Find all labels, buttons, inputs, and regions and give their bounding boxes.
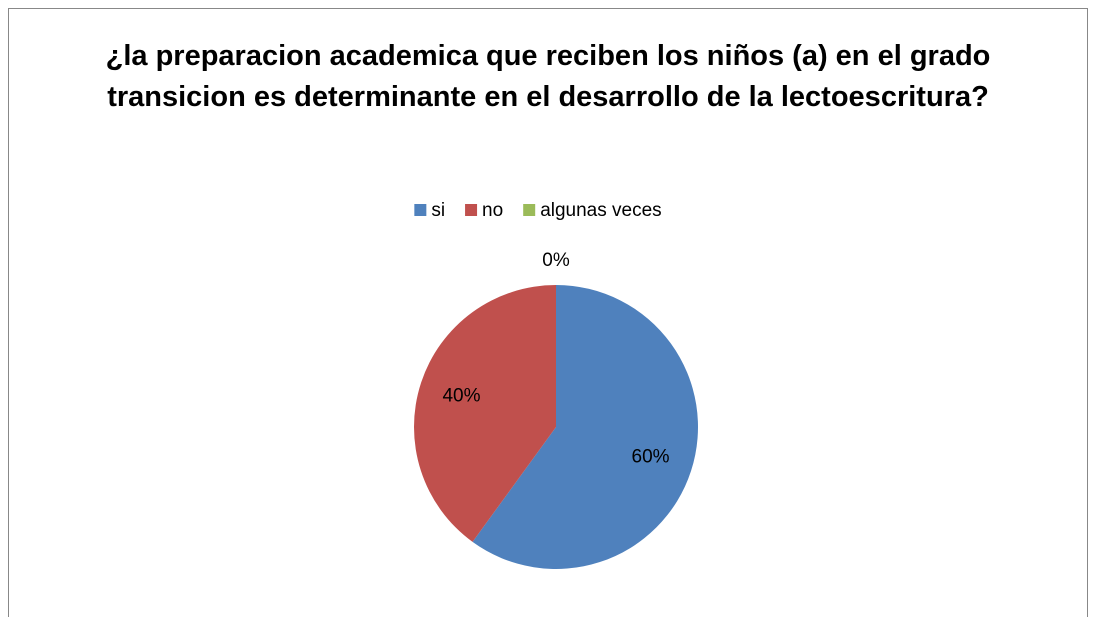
legend-label: no <box>482 200 503 221</box>
data-label: 60% <box>632 447 670 468</box>
data-label: 40% <box>442 385 480 406</box>
legend-swatch <box>523 204 536 216</box>
pie-slice <box>413 285 556 542</box>
chart-title: ¿la preparacion academica que reciben lo… <box>105 40 991 113</box>
legend-swatch <box>465 204 478 216</box>
chart-border <box>8 8 1088 617</box>
legend-label: si <box>431 200 445 221</box>
legend-swatch <box>414 204 427 216</box>
pie-slice <box>472 285 698 569</box>
data-label: 0% <box>542 250 570 271</box>
legend-label: algunas veces <box>540 200 661 221</box>
